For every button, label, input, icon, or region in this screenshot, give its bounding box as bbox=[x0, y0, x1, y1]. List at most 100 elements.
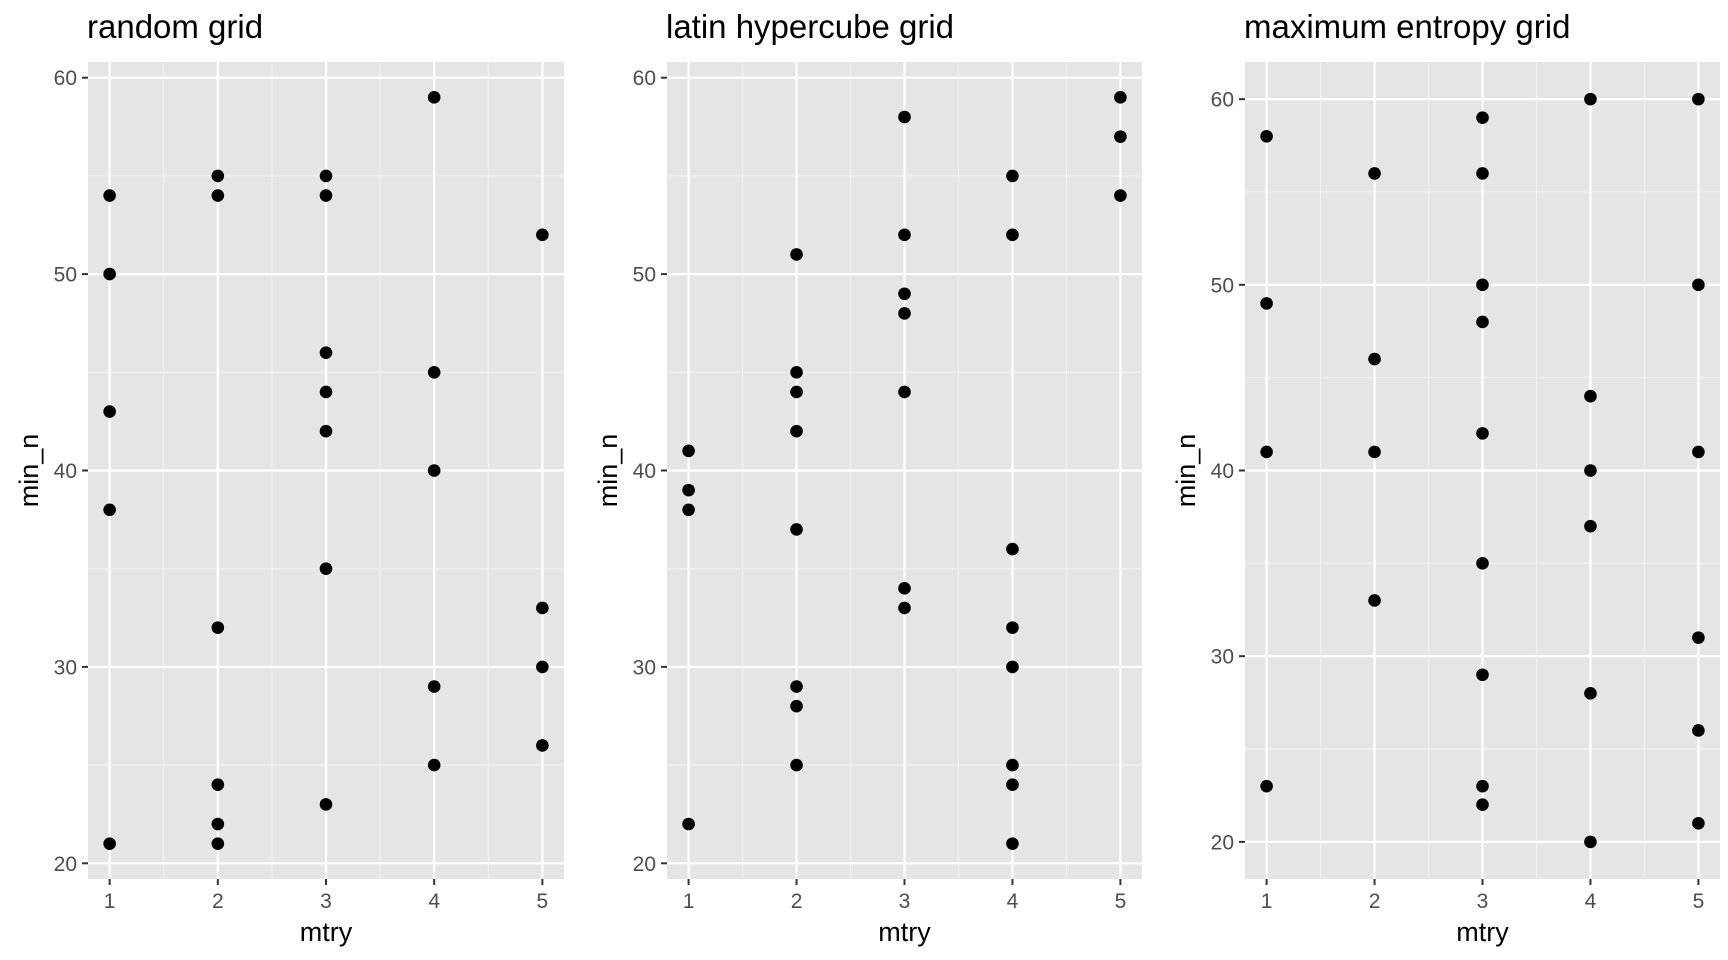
x-axis-label: mtry bbox=[300, 917, 353, 947]
data-point bbox=[1260, 297, 1273, 310]
y-tick-label: 30 bbox=[633, 656, 656, 679]
y-tick-label: 20 bbox=[633, 853, 656, 876]
data-point bbox=[790, 680, 803, 693]
data-point bbox=[898, 582, 911, 595]
y-axis-label: min_n bbox=[593, 434, 623, 508]
x-tick-label: 5 bbox=[1693, 890, 1705, 913]
data-point bbox=[536, 660, 549, 674]
data-point bbox=[790, 385, 803, 399]
data-point bbox=[1114, 130, 1127, 143]
data-point bbox=[1584, 389, 1597, 403]
y-tick-label: 60 bbox=[1211, 89, 1234, 112]
data-point bbox=[1260, 129, 1273, 143]
data-point bbox=[211, 817, 225, 831]
data-point bbox=[790, 248, 803, 261]
data-point bbox=[1476, 111, 1489, 125]
data-point bbox=[1476, 315, 1489, 329]
data-point bbox=[427, 366, 441, 379]
data-point bbox=[1006, 621, 1019, 634]
panel-title: random grid bbox=[87, 8, 263, 45]
data-point bbox=[211, 169, 225, 183]
x-tick-label: 3 bbox=[320, 890, 332, 913]
data-point bbox=[1006, 837, 1019, 850]
data-point bbox=[1476, 798, 1489, 812]
data-point bbox=[1114, 91, 1127, 104]
data-point bbox=[103, 503, 116, 517]
data-point bbox=[682, 444, 695, 458]
data-point bbox=[103, 405, 116, 418]
chart-panel-3: 1 2 3 4 5 20 30 40 50 60 maximum entropy grid mtry m… bbox=[1171, 8, 1720, 947]
data-point bbox=[898, 601, 911, 615]
y-tick-label: 50 bbox=[633, 264, 656, 287]
data-point bbox=[427, 464, 441, 477]
data-point bbox=[898, 307, 911, 320]
x-tick-label: 3 bbox=[1477, 890, 1489, 913]
data-point bbox=[1476, 167, 1489, 180]
y-tick-label: 40 bbox=[633, 460, 656, 483]
x-tick-label: 4 bbox=[1585, 890, 1597, 913]
panel-title: maximum entropy grid bbox=[1244, 8, 1570, 45]
data-point bbox=[103, 267, 116, 281]
data-point bbox=[427, 758, 441, 772]
data-point bbox=[1006, 758, 1019, 772]
data-point bbox=[536, 739, 549, 752]
panel-title: latin hypercube grid bbox=[666, 8, 954, 45]
data-point bbox=[898, 110, 911, 124]
data-point bbox=[536, 601, 549, 615]
x-tick-label: 2 bbox=[791, 890, 803, 913]
data-point bbox=[1692, 92, 1705, 106]
y-tick-label: 50 bbox=[1211, 274, 1234, 297]
x-tick-label: 4 bbox=[1007, 890, 1019, 913]
data-point bbox=[1476, 668, 1489, 682]
data-point bbox=[1006, 542, 1019, 556]
data-point bbox=[1584, 835, 1597, 849]
data-point bbox=[427, 91, 441, 104]
x-tick-label: 3 bbox=[899, 890, 911, 913]
y-tick-label: 30 bbox=[1211, 646, 1234, 669]
y-tick-label: 40 bbox=[54, 460, 77, 483]
data-point bbox=[682, 483, 695, 497]
data-point bbox=[682, 503, 695, 517]
y-axis-label: min_n bbox=[14, 434, 44, 508]
data-point bbox=[1584, 92, 1597, 106]
data-point bbox=[211, 189, 225, 202]
y-tick-label: 30 bbox=[54, 656, 77, 679]
y-axis-label: min_n bbox=[1171, 434, 1201, 508]
data-point bbox=[103, 837, 116, 850]
data-point bbox=[427, 680, 441, 693]
data-point bbox=[898, 385, 911, 399]
data-point bbox=[790, 424, 803, 438]
y-tick-label: 40 bbox=[1211, 460, 1234, 483]
data-point bbox=[1260, 779, 1273, 793]
data-point bbox=[898, 287, 911, 301]
x-tick-label: 5 bbox=[1115, 890, 1127, 913]
data-point bbox=[1006, 778, 1019, 792]
x-tick-label: 1 bbox=[104, 890, 116, 913]
data-point bbox=[103, 189, 116, 202]
data-point bbox=[1006, 169, 1019, 183]
y-tick-label: 60 bbox=[633, 67, 656, 90]
data-point bbox=[319, 169, 333, 183]
y-tick-label: 20 bbox=[1211, 831, 1234, 854]
data-point bbox=[1368, 167, 1381, 180]
data-point bbox=[1584, 687, 1597, 700]
data-point bbox=[211, 837, 225, 850]
data-point bbox=[1114, 189, 1127, 202]
data-point bbox=[790, 699, 803, 713]
data-point bbox=[1692, 816, 1705, 830]
data-point bbox=[536, 228, 549, 242]
x-tick-label: 1 bbox=[1261, 890, 1273, 913]
data-point bbox=[211, 621, 225, 634]
data-point bbox=[1692, 445, 1705, 459]
data-point bbox=[319, 346, 333, 359]
data-point bbox=[319, 189, 333, 202]
data-point bbox=[1368, 445, 1381, 459]
y-tick-label: 20 bbox=[54, 853, 77, 876]
data-point bbox=[1692, 278, 1705, 292]
x-tick-label: 2 bbox=[212, 890, 224, 913]
data-point bbox=[1006, 660, 1019, 674]
x-tick-label: 1 bbox=[683, 890, 695, 913]
x-tick-label: 4 bbox=[428, 890, 440, 913]
data-point bbox=[1584, 464, 1597, 477]
data-point bbox=[682, 817, 695, 831]
